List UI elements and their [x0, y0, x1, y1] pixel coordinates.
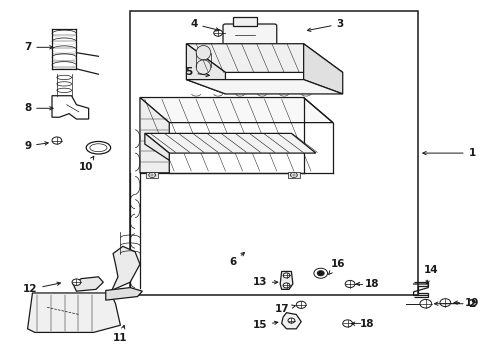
Text: 1: 1	[423, 148, 476, 158]
Text: 18: 18	[351, 319, 374, 329]
Circle shape	[52, 137, 62, 144]
Polygon shape	[280, 271, 293, 289]
Text: 13: 13	[252, 277, 278, 287]
Text: 9: 9	[24, 141, 48, 151]
Text: 12: 12	[23, 282, 60, 294]
Polygon shape	[106, 288, 143, 300]
Circle shape	[318, 271, 324, 276]
Circle shape	[345, 280, 355, 288]
Polygon shape	[186, 80, 343, 94]
Bar	[288, 172, 300, 178]
Polygon shape	[145, 134, 169, 160]
Text: 3: 3	[307, 19, 344, 31]
Circle shape	[343, 320, 352, 327]
FancyBboxPatch shape	[223, 24, 277, 45]
Circle shape	[72, 279, 81, 285]
Text: 8: 8	[24, 103, 53, 113]
Text: 19: 19	[454, 298, 479, 308]
Bar	[147, 172, 158, 178]
Polygon shape	[73, 277, 103, 291]
Text: 2: 2	[435, 299, 476, 309]
Circle shape	[291, 172, 297, 177]
Ellipse shape	[196, 45, 211, 60]
Circle shape	[440, 299, 451, 307]
Circle shape	[283, 283, 290, 288]
Circle shape	[314, 268, 328, 278]
Text: 4: 4	[190, 19, 219, 31]
Polygon shape	[27, 293, 121, 332]
Text: 6: 6	[229, 252, 245, 267]
Circle shape	[288, 318, 295, 323]
Text: 18: 18	[356, 279, 379, 289]
Polygon shape	[186, 44, 343, 72]
Polygon shape	[304, 44, 343, 94]
Polygon shape	[186, 44, 225, 94]
Circle shape	[149, 172, 156, 177]
Bar	[130, 12, 418, 295]
Polygon shape	[140, 98, 333, 123]
Text: 10: 10	[79, 156, 94, 172]
Text: 14: 14	[423, 265, 438, 284]
Polygon shape	[145, 134, 316, 153]
Text: 11: 11	[113, 325, 128, 343]
Text: 15: 15	[252, 320, 278, 330]
Circle shape	[296, 301, 306, 309]
Bar	[233, 17, 257, 26]
Circle shape	[214, 30, 222, 36]
Text: 7: 7	[24, 42, 53, 52]
Circle shape	[283, 273, 290, 278]
Text: 5: 5	[185, 67, 209, 77]
Text: 16: 16	[329, 259, 345, 274]
Circle shape	[420, 300, 432, 308]
Polygon shape	[282, 313, 301, 329]
Text: 17: 17	[274, 304, 295, 314]
Polygon shape	[106, 246, 140, 293]
Polygon shape	[140, 98, 169, 173]
